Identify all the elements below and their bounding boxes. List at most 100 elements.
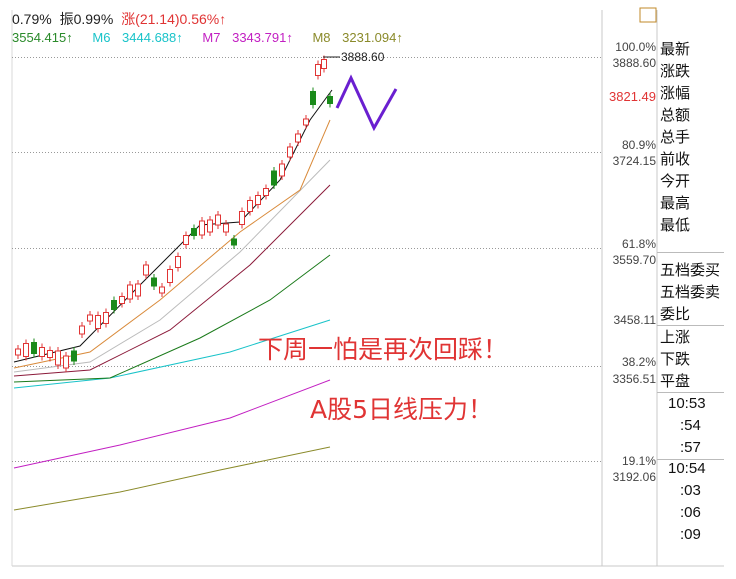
divider [657,325,724,326]
breadth-label-up: 上涨 [660,329,691,346]
peak-label: 3888.60 [341,50,385,64]
quote-label-prev-close: 前收 [660,151,691,168]
moving-average-lines [13,89,333,511]
axis-pct-19: 19.1% [621,454,656,468]
quote-label-latest: 最新 [660,41,691,58]
candle [39,347,45,357]
candle [327,96,333,104]
book-label-ratio: 委比 [660,306,691,323]
axis-price-top: 3888.60 [612,56,656,70]
candle [135,283,141,297]
quote-label-amount: 总额 [660,107,691,124]
tick-time: :09 [680,526,701,543]
candle [255,195,261,205]
axis-price-3724: 3724.15 [612,154,656,168]
quote-label-low: 最低 [660,217,691,234]
amplitude: 振0.99% [59,11,114,27]
candle [199,220,205,236]
candle [103,312,109,324]
candle [79,325,85,335]
candle [315,64,321,76]
annotation-resistance: A股5日线压力！ [310,395,494,424]
corner-icon[interactable] [639,7,657,23]
quote-label-volume: 总手 [660,129,691,146]
candles [15,55,333,372]
candle [271,170,277,186]
axis-price-3356: 3356.51 [612,372,656,386]
ma-value-1: 3554.415↑ [12,30,73,45]
candle [231,238,237,246]
candle [303,118,309,126]
candle [175,256,181,268]
pct-change: 0.79% [12,11,52,27]
divider [657,392,724,393]
forecast-zigzag [335,74,398,132]
tick-time: :57 [680,439,701,456]
candle [55,350,61,366]
ma-value-m7: M7 3343.791↑ [202,30,293,45]
axis-pct-80: 80.9% [621,138,656,152]
breadth-label-down: 下跌 [660,351,691,368]
quote-label-open: 今开 [660,173,691,190]
candle [31,342,37,354]
candle [321,59,327,69]
candle [63,355,69,369]
ma-values-row: 3554.415↑ M6 3444.688↑ M7 3343.791↑ M8 3… [12,30,419,45]
ma-line [13,184,331,377]
ma-line [13,379,331,469]
peak-marker: 3888.60 [323,50,385,64]
axis-pct-61: 61.8% [621,237,656,251]
candle [71,350,77,362]
candle [127,284,133,300]
candle [151,277,157,287]
candle [191,228,197,236]
candle [47,350,53,358]
candle [87,314,93,322]
candle [207,219,213,233]
tick-time: :54 [680,417,701,434]
axis-pct-38: 38.2% [621,355,656,369]
book-label-ask: 五档委卖 [660,284,721,301]
axis-price-3458: 3458.11 [613,313,657,327]
ma-line [13,319,331,389]
axis-price-3559: 3559.70 [612,253,656,267]
axis-price-3192: 3192.06 [612,470,656,484]
candle [215,214,221,226]
candle [295,133,301,143]
rise-value: 涨(21.14)0.56%↑ [121,11,227,27]
ma-line [13,254,331,383]
quote-label-pct: 涨幅 [660,85,691,102]
candle [279,163,285,177]
tick-time: 10:53 [668,395,706,412]
candle [263,188,269,196]
book-label-bid: 五档委买 [660,262,721,279]
candle [159,286,165,294]
candle [111,300,117,310]
divider [657,252,724,253]
quote-label-change: 涨跌 [660,63,691,80]
fib-gridlines [12,57,602,462]
tick-time: :03 [680,482,701,499]
tick-time: :06 [680,504,701,521]
candle [247,200,253,212]
candle [310,91,316,105]
tick-time: 10:54 [668,460,706,477]
header-stats: 0.79% 振0.99% 涨(21.14)0.56%↑ [12,9,230,29]
candle [223,223,229,233]
candle [119,296,125,304]
divider [657,459,724,460]
candle [143,264,149,276]
annotation-retest: 下周一怕是再次回踩！ [258,335,509,364]
ma-line [13,89,333,363]
axis-pct-100: 100.0% [615,40,656,54]
candle [167,269,173,283]
breadth-label-flat: 平盘 [660,373,691,390]
candle [95,315,101,329]
quote-label-high: 最高 [660,195,691,212]
axis-current-price: 3821.49 [609,89,656,104]
ma-value-m6: M6 3444.688↑ [92,30,183,45]
candle [183,235,189,245]
candle [23,343,29,357]
